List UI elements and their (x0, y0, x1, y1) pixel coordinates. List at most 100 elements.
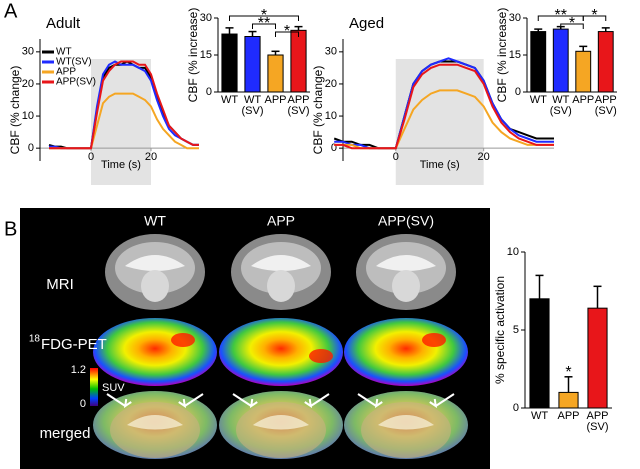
bar (558, 391, 579, 409)
chart-title: Adult (46, 15, 81, 32)
arrow (357, 393, 383, 409)
series-line (333, 60, 554, 150)
column-header: APP(SV) (378, 213, 434, 229)
merged-ventricle (378, 415, 434, 430)
y-tick-label: 30 (200, 12, 212, 24)
y-axis-title: CBF (% change) (311, 66, 325, 155)
mri-thalamus (267, 270, 295, 302)
bar (529, 298, 550, 409)
x-tick-label: 0 (88, 151, 94, 163)
x-tick-label: WT (SV) (241, 94, 264, 117)
significance-bracket (229, 15, 299, 21)
arrow (232, 393, 258, 409)
mri-ventricle (125, 255, 185, 271)
bar (290, 29, 307, 93)
x-tick-label: WT (220, 94, 239, 106)
stimulus-shade (395, 59, 484, 185)
series-line (334, 63, 554, 150)
chart-title: Aged (349, 15, 384, 32)
y-tick-label: 10 (22, 110, 34, 122)
row-label: FDG-PET (41, 336, 107, 353)
row-label-superscript: 18 (29, 334, 41, 345)
y-tick-label: 20 (325, 78, 337, 90)
mri-ventricle (251, 255, 311, 271)
bar (267, 54, 284, 93)
significance-label: * (261, 7, 267, 24)
merged-ventricle (253, 415, 309, 430)
panel-label: A (4, 0, 18, 22)
y-tick-label: 30 (325, 46, 337, 58)
y-axis-title: CBF (% change) (8, 66, 22, 155)
merged-mri (236, 402, 326, 458)
x-tick-label: 20 (145, 151, 157, 163)
x-tick-label: APP (264, 94, 287, 106)
x-tick-label: APP (SV) (287, 94, 310, 117)
x-axis-title: Time (s) (420, 159, 460, 171)
bar (597, 31, 614, 93)
merged-mri (110, 402, 200, 458)
y-tick-label: 10 (325, 110, 337, 122)
arrow (106, 393, 132, 409)
bar (575, 50, 592, 93)
arrow (304, 393, 330, 409)
bar (244, 36, 261, 93)
x-tick-label: 0 (393, 151, 399, 163)
bar (552, 28, 569, 93)
mri-thalamus (392, 270, 420, 302)
y-axis-title: CBF (% increase) (186, 8, 200, 103)
row-label: merged (40, 425, 91, 442)
y-tick-label: 10 (507, 246, 519, 258)
legend-label: APP(SV) (56, 77, 96, 88)
significance-label: ** (258, 15, 270, 32)
x-tick-label: WT (SV) (549, 94, 572, 117)
bar (221, 33, 238, 93)
y-tick-label: 15 (509, 49, 521, 61)
x-tick-label: APP (557, 410, 580, 422)
significance-bracket (560, 23, 584, 29)
significance-bracket (582, 15, 607, 21)
y-tick-label: 0 (331, 142, 337, 154)
y-tick-label: 5 (513, 324, 519, 336)
significance-bracket (252, 23, 276, 29)
pet-hotspot (309, 349, 333, 363)
significance-bracket (275, 31, 299, 37)
x-tick-label: APP (572, 94, 595, 106)
significance-label: * (569, 15, 575, 32)
pet-hotspot (422, 333, 446, 347)
x-tick-label: APP (SV) (586, 410, 609, 433)
colorbar-unit: SUV (102, 382, 125, 394)
pet-scan (344, 318, 468, 386)
x-tick-label: WT (529, 94, 547, 106)
arrow (178, 393, 204, 409)
column-header: WT (144, 213, 166, 229)
colorbar-label: 0 (80, 398, 86, 410)
y-tick-label: 20 (22, 78, 34, 90)
legend-label: APP (56, 67, 76, 78)
y-tick-label: 0 (515, 86, 521, 98)
y-tick-label: 15 (200, 49, 212, 61)
legend-label: WT (56, 47, 72, 58)
image-grid (93, 234, 468, 459)
significance-label: * (591, 7, 597, 24)
panel-label: B (4, 218, 17, 240)
pet-scan (93, 318, 217, 386)
bar (530, 31, 547, 93)
arrow (429, 393, 455, 409)
merged-ventricle (127, 415, 183, 430)
row-label: MRI (46, 276, 74, 293)
x-tick-label: APP (SV) (594, 94, 617, 117)
significance-label: * (284, 23, 290, 40)
column-header: APP (267, 213, 295, 229)
y-tick-label: 30 (509, 12, 521, 24)
y-tick-label: 30 (22, 46, 34, 58)
legend-label: WT(SV) (56, 57, 92, 68)
merged-mri (361, 402, 451, 458)
mri-ventricle (376, 255, 436, 271)
mri-thalamus (141, 270, 169, 302)
colorbar-label: 1.2 (71, 364, 86, 376)
y-axis-title: % specific activation (493, 276, 507, 384)
significance-label: * (565, 364, 571, 381)
bar (587, 307, 608, 409)
series-line (49, 60, 199, 150)
